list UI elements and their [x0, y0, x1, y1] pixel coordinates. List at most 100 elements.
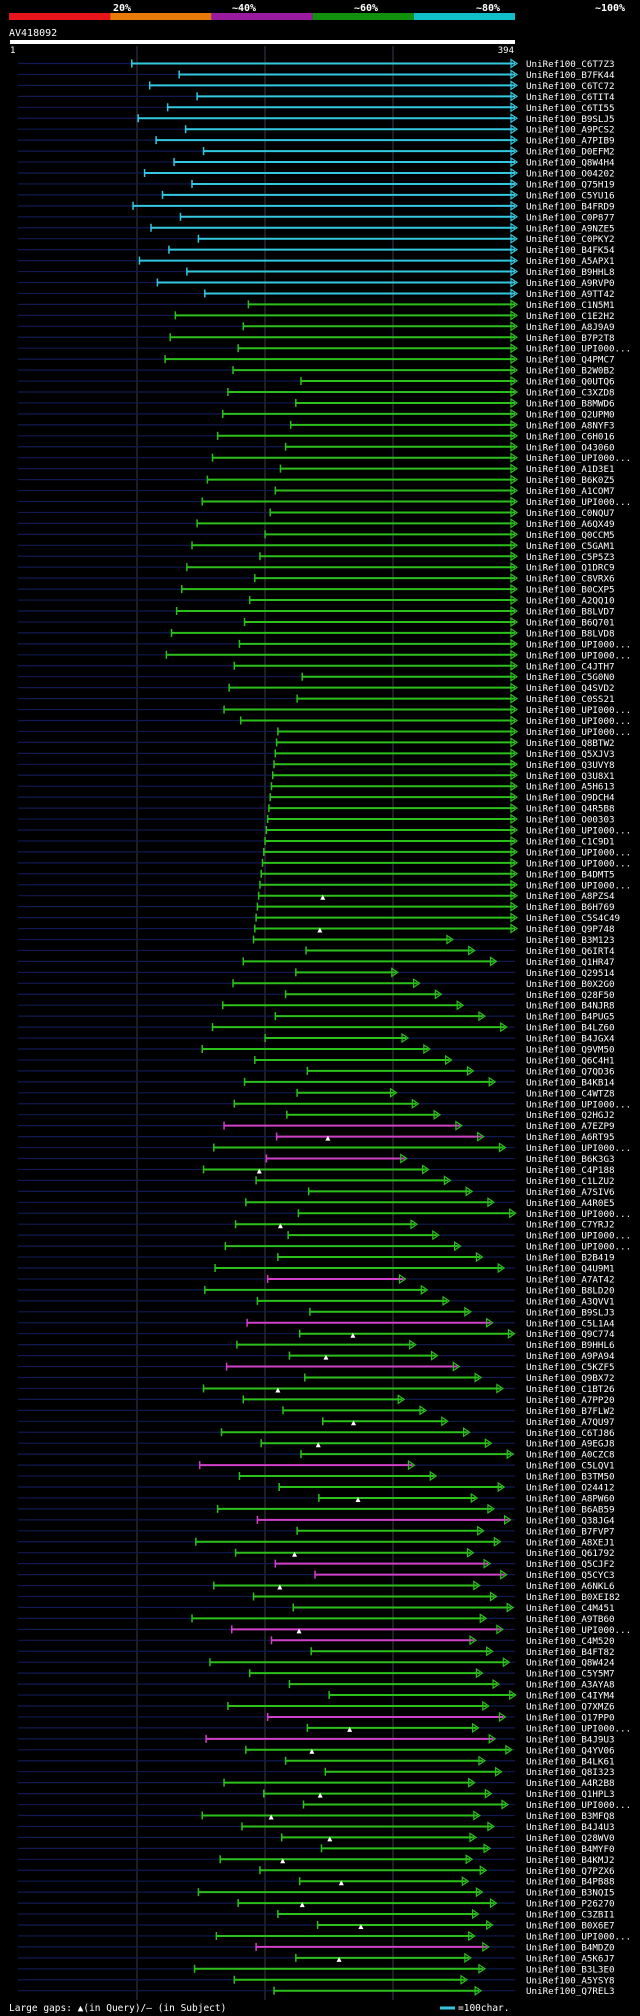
hit-end-arrow	[452, 1361, 461, 1372]
hit-label: UniRef100_C5L1A4	[526, 1318, 615, 1329]
hit-end-arrow	[510, 156, 519, 168]
hit-label: UniRef100_Q28F50	[526, 990, 615, 1001]
hit-row: UniRef100_C6TIT4	[18, 91, 615, 103]
hit-label: UniRef100_UPI000...	[526, 880, 631, 891]
hit-label: UniRef100_B4LK61	[526, 1756, 615, 1767]
hit-label: UniRef100_Q4U9M1	[526, 1264, 615, 1275]
hit-row: UniRef100_B8LVD7	[18, 605, 615, 618]
hit-label: UniRef100_B7P2T8	[526, 333, 615, 344]
hit-end-arrow	[487, 1821, 496, 1832]
hit-end-arrow	[471, 1908, 480, 1920]
hit-row: UniRef100_UPI000...	[18, 496, 631, 508]
hit-end-arrow	[484, 1438, 493, 1449]
hit-end-arrow	[482, 1941, 490, 1953]
hit-end-arrow	[446, 934, 454, 945]
hit-label: UniRef100_B2B419	[526, 1253, 615, 1264]
hit-label: UniRef100_O00303	[526, 815, 615, 826]
hit-end-arrow	[495, 1766, 503, 1777]
hit-label: UniRef100_B3L3E0	[526, 1964, 615, 1975]
hit-row: UniRef100_UPI000...	[18, 704, 631, 716]
hit-row: UniRef100_UPI000...	[18, 1799, 631, 1811]
hit-end-arrow	[398, 1273, 407, 1285]
hit-end-arrow	[510, 857, 519, 868]
hit-end-arrow	[510, 605, 519, 617]
hit-label: UniRef100_Q28WV0	[526, 1833, 615, 1844]
hit-row: UniRef100_C6TI55	[18, 102, 615, 114]
hit-label: UniRef100_A1COM7	[526, 486, 615, 497]
hit-row: UniRef100_B0X6E7	[18, 1919, 615, 1932]
hit-row: UniRef100_Q6IRT4	[18, 945, 615, 957]
hit-label: UniRef100_B4J4U3	[526, 1822, 615, 1833]
hit-end-arrow	[510, 397, 519, 409]
hit-end-arrow	[510, 781, 519, 792]
hit-row: UniRef100_Q29514	[18, 967, 615, 979]
hit-label: UniRef100_B4KMJ2	[526, 1855, 615, 1866]
hit-end-arrow	[465, 1186, 474, 1197]
hit-end-arrow	[510, 91, 519, 102]
scale-segment	[110, 13, 212, 20]
hit-row: UniRef100_B9HHL6	[18, 1339, 615, 1351]
scale-label: ~60%	[354, 3, 378, 14]
hit-label: UniRef100_A4R2B8	[526, 1778, 615, 1789]
hit-row: UniRef100_B3MFQ8	[18, 1810, 615, 1822]
hit-label: UniRef100_B6K3G3	[526, 1154, 615, 1165]
hit-end-arrow	[419, 1405, 428, 1416]
hit-label: UniRef100_B4PB88	[526, 1877, 615, 1888]
hit-end-arrow	[510, 627, 519, 639]
hit-end-arrow	[510, 354, 519, 365]
hit-label: UniRef100_O24412	[526, 1483, 615, 1494]
hit-end-arrow	[489, 956, 498, 967]
hit-end-arrow	[497, 1481, 506, 1493]
hit-label: UniRef100_B3NQI5	[526, 1888, 615, 1899]
hit-label: UniRef100_C1N5M1	[526, 300, 615, 311]
hit-end-arrow	[442, 1295, 451, 1306]
hit-end-arrow	[492, 1678, 501, 1690]
hit-row: UniRef100_C0NQU7	[18, 507, 615, 519]
hit-label: UniRef100_Q9VM50	[526, 1045, 615, 1056]
hit-row: UniRef100_Q9VM50	[18, 1043, 615, 1056]
hit-end-arrow	[509, 1689, 517, 1701]
hit-label: UniRef100_A7SIV6	[526, 1187, 615, 1198]
hit-label: UniRef100_UPI000...	[526, 727, 631, 738]
scale-segment	[312, 13, 414, 20]
hit-end-arrow	[429, 1470, 438, 1482]
hit-row: UniRef100_UPI000...	[18, 649, 631, 661]
hit-end-arrow	[486, 1317, 494, 1328]
hit-row: UniRef100_Q6C4H1	[18, 1054, 615, 1066]
hit-row: UniRef100_Q2UPM0	[18, 408, 615, 420]
hit-label: UniRef100_Q8W424	[526, 1658, 615, 1669]
hit-row: UniRef100_B9SLJ5	[18, 113, 615, 125]
hit-label: UniRef100_C4WTZ8	[526, 1088, 615, 1099]
query-end-label: 394	[498, 46, 514, 56]
hit-label: UniRef100_B9SLJ5	[526, 114, 615, 125]
hit-row: UniRef100_C5G0N0	[18, 671, 615, 683]
hit-row: UniRef100_C3ZBI1	[18, 1908, 615, 1921]
hit-row: UniRef100_UPI000...	[18, 1142, 631, 1154]
hit-label: UniRef100_C0NQU7	[526, 508, 615, 519]
hit-end-arrow	[501, 1799, 510, 1810]
hit-row: UniRef100_A7SIV6	[18, 1186, 615, 1198]
hit-label: UniRef100_C1BT26	[526, 1384, 615, 1395]
hit-label: UniRef100_C8VRX6	[526, 574, 615, 585]
hit-end-arrow	[510, 540, 519, 551]
hit-row: UniRef100_A9PCS2	[18, 124, 615, 136]
hit-end-arrow	[510, 222, 519, 233]
scale-label: 20%	[113, 3, 131, 14]
hit-end-arrow	[433, 1109, 442, 1120]
hit-label: UniRef100_Q5CYC3	[526, 1570, 615, 1581]
hit-row: UniRef100_C5YU16	[18, 189, 615, 201]
hit-end-arrow	[510, 704, 519, 715]
hit-end-arrow	[469, 1635, 478, 1646]
hit-end-arrow	[510, 463, 519, 474]
hit-label: UniRef100_Q2HGJ2	[526, 1110, 615, 1121]
hit-row: UniRef100_B3M123	[18, 934, 615, 946]
hit-label: UniRef100_B0X2G0	[526, 979, 615, 990]
hit-row: UniRef100_B4DMT5	[18, 868, 615, 880]
hit-label: UniRef100_A6RT95	[526, 1132, 615, 1143]
hit-row: UniRef100_C5LQV1	[18, 1459, 615, 1472]
hit-label: UniRef100_C6TI55	[526, 103, 615, 114]
hit-row: UniRef100_B2W0B2	[18, 364, 615, 377]
hit-row: UniRef100_UPI000...	[18, 1722, 631, 1734]
hit-end-arrow	[407, 1459, 416, 1471]
